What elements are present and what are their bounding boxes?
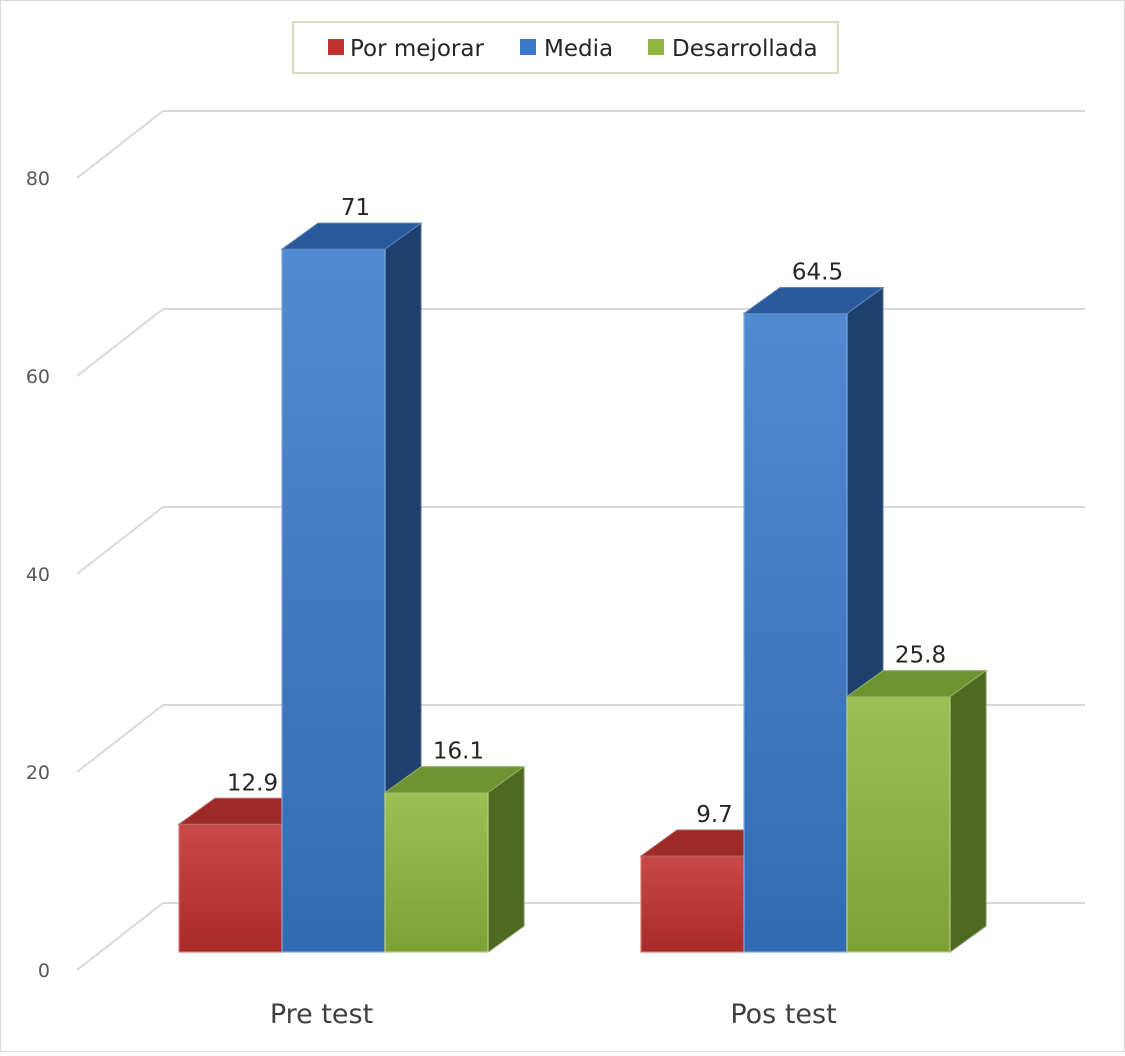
bar-front-face bbox=[281, 248, 386, 953]
data-labels: 12.9 71 16.1 9.7 64.5 25.8 bbox=[227, 195, 946, 828]
legend-swatch-desarrollada bbox=[648, 39, 664, 55]
legend: Por mejorar Media Desarrollada bbox=[292, 21, 839, 74]
y-tick-label-60: 60 bbox=[26, 366, 50, 388]
bar-top-face bbox=[742, 286, 885, 314]
y-tick-label-40: 40 bbox=[26, 564, 50, 586]
x-axis: Pre test Pos test bbox=[270, 999, 837, 1030]
bar-pre-test-media bbox=[280, 222, 423, 953]
bar-pos-test-desarrollada bbox=[845, 669, 988, 953]
bar-top-face bbox=[280, 222, 423, 250]
bars bbox=[177, 222, 988, 953]
bar-top-face bbox=[845, 670, 988, 698]
legend-item-2: Desarrollada bbox=[648, 36, 818, 62]
y-tick-label-0: 0 bbox=[38, 960, 50, 982]
legend-item-0: Por mejorar bbox=[328, 36, 484, 62]
y-axis: 0 20 40 60 80 bbox=[26, 168, 50, 982]
y-tick-label-20: 20 bbox=[26, 762, 50, 784]
gridline-diagonal-20 bbox=[76, 704, 164, 773]
legend-label-media: Media bbox=[544, 36, 613, 62]
bar-side-face bbox=[487, 765, 525, 953]
bar-pre-test-desarrollada bbox=[383, 765, 526, 953]
data-label-pre-test-por-mejorar: 12.9 bbox=[227, 770, 278, 796]
y-tick-label-80: 80 bbox=[26, 168, 50, 190]
legend-swatch-media bbox=[520, 39, 536, 55]
x-category-label-pos-test: Pos test bbox=[730, 999, 836, 1030]
data-label-pre-test-desarrollada: 16.1 bbox=[433, 739, 484, 765]
data-label-pre-test-media: 71 bbox=[341, 195, 370, 221]
gridline-diagonal-80 bbox=[76, 110, 164, 179]
bar-front-face bbox=[384, 792, 489, 953]
bar-front-face bbox=[743, 312, 848, 953]
gridline-diagonal-40 bbox=[76, 506, 164, 575]
gridline-diagonal-0 bbox=[76, 902, 164, 971]
bar-side-face bbox=[949, 669, 987, 953]
x-category-label-pre-test: Pre test bbox=[270, 999, 373, 1030]
legend-label-por-mejorar: Por mejorar bbox=[350, 36, 484, 62]
legend-label-desarrollada: Desarrollada bbox=[672, 36, 818, 62]
data-label-pos-test-desarrollada: 25.8 bbox=[895, 643, 946, 669]
legend-box bbox=[292, 21, 839, 74]
legend-swatch-por-mejorar bbox=[328, 39, 344, 55]
bar-front-face bbox=[178, 823, 283, 953]
bar-front-face bbox=[640, 855, 745, 953]
legend-item-1: Media bbox=[520, 36, 613, 62]
data-label-pos-test-media: 64.5 bbox=[792, 259, 843, 285]
data-label-pos-test-por-mejorar: 9.7 bbox=[696, 802, 733, 828]
gridline-diagonal-60 bbox=[76, 308, 164, 377]
bar-top-face bbox=[383, 766, 526, 794]
bar-front-face bbox=[846, 695, 951, 953]
